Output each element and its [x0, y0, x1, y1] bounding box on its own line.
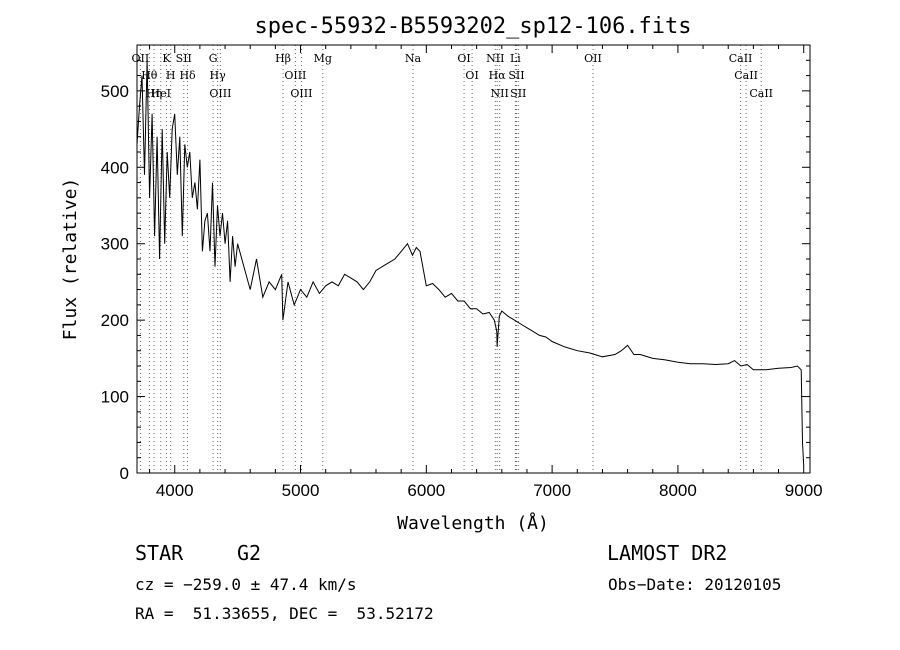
line-label: Na: [405, 52, 422, 65]
line-label: HeI: [151, 87, 171, 100]
y-tick-label: 400: [101, 158, 129, 177]
line-label: Hγ: [210, 69, 227, 82]
spectrum-chart: spec-55932-B5593202_sp12-106.fits OII Hθ H…: [60, 14, 823, 534]
line-label: Hη: [146, 87, 162, 100]
x-tick-label: 7000: [533, 481, 571, 500]
x-tick-label: 8000: [659, 481, 697, 500]
y-axis-label: Flux (relative): [60, 178, 81, 341]
plot-frame: [136, 44, 811, 474]
subclass: G2: [237, 541, 262, 565]
y-axis: 0 100 200 300 400 500: [101, 59, 810, 483]
object-type: STAR: [135, 541, 184, 565]
line-label: H: [166, 69, 176, 82]
y-tick-label: 0: [120, 464, 129, 483]
survey-name: LAMOST DR2: [607, 541, 728, 565]
line-label: OIII: [284, 69, 306, 82]
observation-date: Obs−Date: 20120105: [608, 575, 782, 594]
line-label: OI: [465, 69, 478, 82]
spectrum-line: [136, 60, 805, 466]
y-tick-label: 300: [101, 235, 129, 254]
x-axis: 4000 5000 6000 7000 8000 9000: [149, 45, 823, 500]
line-label: OIII: [209, 87, 231, 100]
emission-line-markers: [139, 45, 762, 473]
line-label: K: [162, 52, 171, 65]
line-label: Hθ: [141, 69, 158, 82]
line-label: CaII: [749, 87, 773, 100]
line-label: SII: [510, 87, 526, 100]
coordinates: RA = 51.33655, DEC = 53.52172: [135, 604, 434, 623]
x-tick-label: 6000: [407, 481, 445, 500]
line-label: Li: [510, 52, 521, 65]
line-label: Mg: [314, 52, 332, 65]
line-label: OIII: [290, 87, 312, 100]
line-label: Hβ: [275, 52, 291, 65]
line-label: SII: [508, 69, 524, 82]
line-label: CaII: [729, 52, 753, 65]
y-tick-label: 100: [101, 388, 129, 407]
redshift-velocity: cz = −259.0 ± 47.4 km/s: [135, 575, 357, 594]
x-tick-label: 4000: [156, 481, 194, 500]
x-tick-label: 9000: [785, 481, 823, 500]
line-label: SII: [176, 52, 192, 65]
line-label: NII: [491, 87, 509, 100]
x-tick-label: 5000: [282, 481, 320, 500]
line-label: Hα: [489, 69, 507, 82]
line-label: CaII: [734, 69, 758, 82]
chart-title: spec-55932-B5593202_sp12-106.fits: [254, 14, 691, 39]
y-tick-label: 200: [101, 311, 129, 330]
line-label: Hδ: [179, 69, 196, 82]
line-label: OII: [584, 52, 602, 65]
y-tick-label: 500: [101, 82, 129, 101]
line-label: OI: [457, 52, 470, 65]
line-label: OII: [132, 52, 150, 65]
x-axis-label: Wavelength (Å): [397, 512, 549, 534]
line-label: NII: [486, 52, 504, 65]
line-label: G: [209, 52, 218, 65]
